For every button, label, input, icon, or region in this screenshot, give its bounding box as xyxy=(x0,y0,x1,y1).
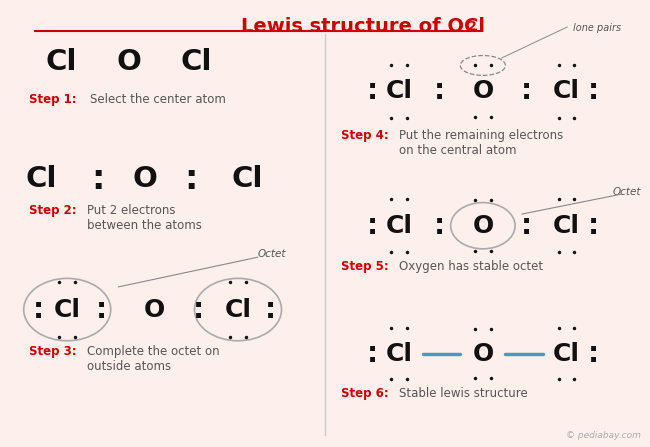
Text: Cl: Cl xyxy=(45,48,77,76)
Text: Stable lewis structure: Stable lewis structure xyxy=(399,387,528,400)
Text: O: O xyxy=(473,79,493,103)
Text: Lewis structure of OCl: Lewis structure of OCl xyxy=(241,17,485,36)
Text: :: : xyxy=(367,340,378,368)
Text: :: : xyxy=(588,77,599,105)
Text: :: : xyxy=(521,212,532,240)
Text: :: : xyxy=(367,212,378,240)
Text: Step 1:: Step 1: xyxy=(29,93,76,106)
Text: :: : xyxy=(588,212,599,240)
Text: Cl: Cl xyxy=(385,79,413,103)
Text: Cl: Cl xyxy=(26,165,57,194)
Text: Step 5:: Step 5: xyxy=(341,260,389,273)
Text: Step 2:: Step 2: xyxy=(29,204,76,217)
Text: Oxygen has stable octet: Oxygen has stable octet xyxy=(399,260,543,273)
Text: Cl: Cl xyxy=(232,165,263,194)
Text: Cl: Cl xyxy=(54,298,81,321)
Text: Cl: Cl xyxy=(553,79,580,103)
Text: :: : xyxy=(434,77,445,105)
Text: Step 4:: Step 4: xyxy=(341,129,389,142)
Text: 2: 2 xyxy=(468,21,477,34)
Text: :: : xyxy=(434,212,445,240)
Text: O: O xyxy=(473,214,493,238)
Text: O: O xyxy=(144,298,165,321)
Text: :: : xyxy=(96,295,107,324)
Text: Select the center atom: Select the center atom xyxy=(90,93,226,106)
Text: Cl: Cl xyxy=(385,342,413,366)
Text: :: : xyxy=(32,295,44,324)
Text: Put the remaining electrons
on the central atom: Put the remaining electrons on the centr… xyxy=(399,129,564,156)
Text: Cl: Cl xyxy=(553,342,580,366)
Text: :: : xyxy=(265,295,276,324)
Text: Cl: Cl xyxy=(180,48,212,76)
Text: O: O xyxy=(116,48,141,76)
Text: Step 3:: Step 3: xyxy=(29,345,76,358)
Text: Step 6:: Step 6: xyxy=(341,387,389,400)
Text: :: : xyxy=(521,77,532,105)
Text: Cl: Cl xyxy=(553,214,580,238)
Text: Cl: Cl xyxy=(385,214,413,238)
Text: Put 2 electrons
between the atoms: Put 2 electrons between the atoms xyxy=(86,204,202,232)
Text: :: : xyxy=(192,295,203,324)
Text: Octet: Octet xyxy=(612,187,641,197)
Text: Octet: Octet xyxy=(257,249,286,259)
Text: lone pairs: lone pairs xyxy=(573,23,621,33)
Text: Complete the octet on
outside atoms: Complete the octet on outside atoms xyxy=(86,345,219,373)
Text: :: : xyxy=(367,77,378,105)
Text: Cl: Cl xyxy=(224,298,252,321)
Text: © pediabay.com: © pediabay.com xyxy=(566,431,641,440)
Text: :: : xyxy=(184,163,198,196)
Text: O: O xyxy=(473,342,493,366)
Text: :: : xyxy=(92,163,105,196)
Text: O: O xyxy=(132,165,157,194)
Text: :: : xyxy=(588,340,599,368)
